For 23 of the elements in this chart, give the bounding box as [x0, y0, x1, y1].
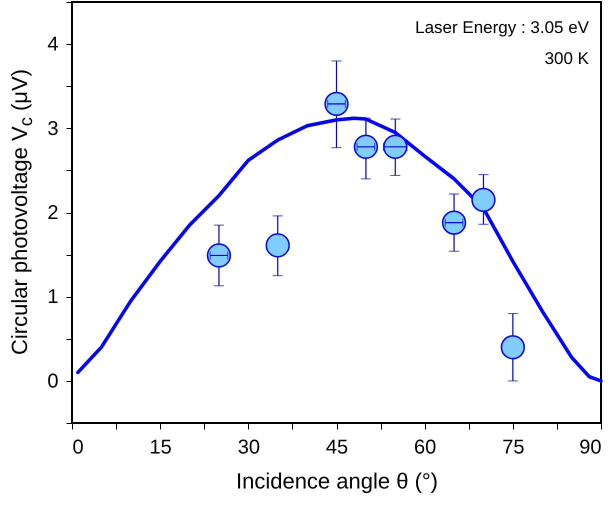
x-tick-label: 15: [150, 436, 172, 458]
x-tick-label: 75: [502, 436, 524, 458]
x-tick-label: 0: [72, 436, 84, 458]
point: [471, 188, 496, 212]
x-tick-label: 90: [579, 436, 602, 458]
y-tick-label: 0: [47, 370, 58, 392]
point: [206, 243, 232, 268]
point: [383, 134, 408, 159]
point: [500, 335, 525, 360]
y-tick-label: 2: [47, 202, 58, 224]
y-tick-label: 4: [47, 34, 58, 56]
y-tick-label: 3: [47, 118, 58, 140]
x-axis-title: Incidence angle θ (°): [236, 468, 438, 494]
x-tick-label: 45: [326, 436, 348, 458]
point: [354, 134, 378, 159]
y-tick-label: 1: [47, 286, 58, 308]
point: [266, 233, 290, 258]
x-tick-label: 60: [414, 436, 436, 458]
point: [442, 210, 466, 235]
x-tick-label: 30: [238, 436, 260, 458]
annotation: 300 K: [544, 49, 590, 68]
point: [324, 92, 349, 116]
annotation: Laser Energy : 3.05 eV: [415, 18, 590, 37]
